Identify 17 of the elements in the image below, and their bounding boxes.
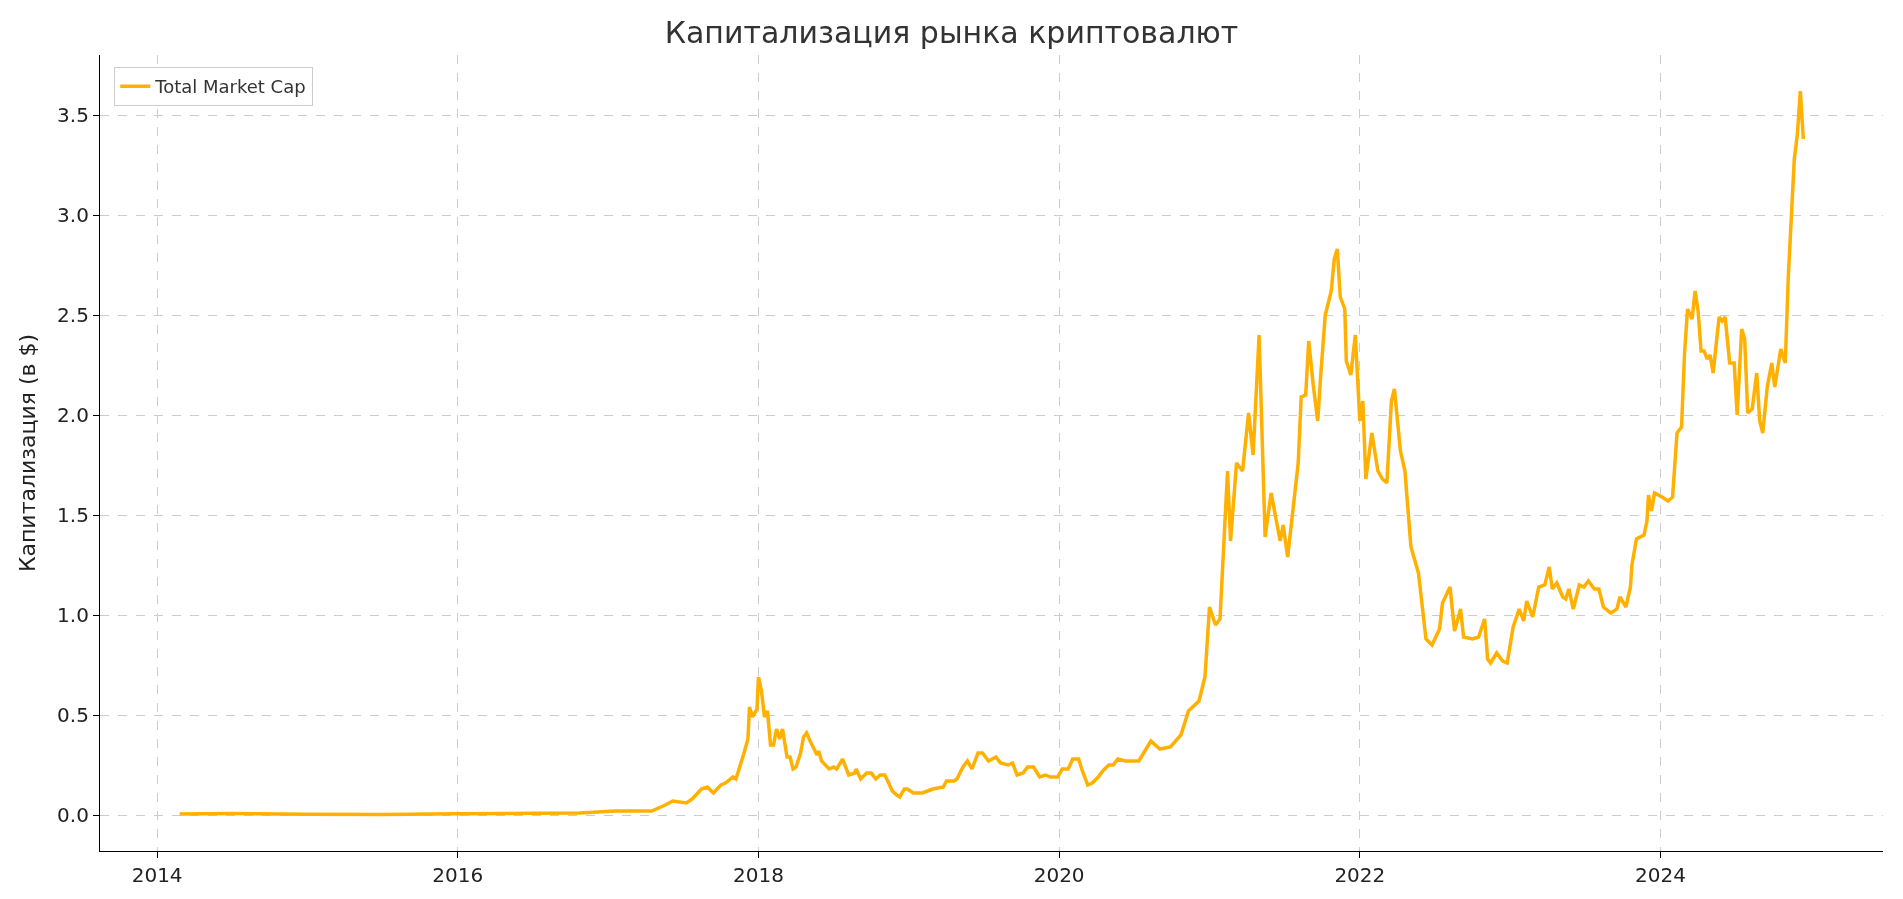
y-axis-title: Капитализация (в $)	[14, 333, 40, 573]
x-tick-label: 2020	[1033, 863, 1085, 888]
y-tick-label: 3.5	[57, 103, 89, 127]
x-tick-label: 2022	[1334, 863, 1386, 888]
legend-label: Total Market Cap	[154, 76, 306, 98]
y-tick-label: 2.0	[57, 403, 89, 427]
y-tick-label: 3.0	[57, 203, 89, 227]
y-tick-label: 1.5	[57, 503, 89, 527]
y-tick-label: 1.0	[57, 603, 89, 627]
y-tick-label: 2.5	[57, 303, 89, 327]
chart-title: Капитализация рынка криптовалют	[664, 15, 1239, 51]
x-tick-label: 2014	[131, 863, 183, 888]
x-tick-label: 2024	[1635, 863, 1686, 888]
x-tick-label: 2018	[733, 863, 784, 888]
y-tick-label: 0.5	[57, 703, 89, 727]
y-tick-label: 0.0	[57, 803, 89, 827]
x-tick-label: 2016	[432, 863, 484, 888]
